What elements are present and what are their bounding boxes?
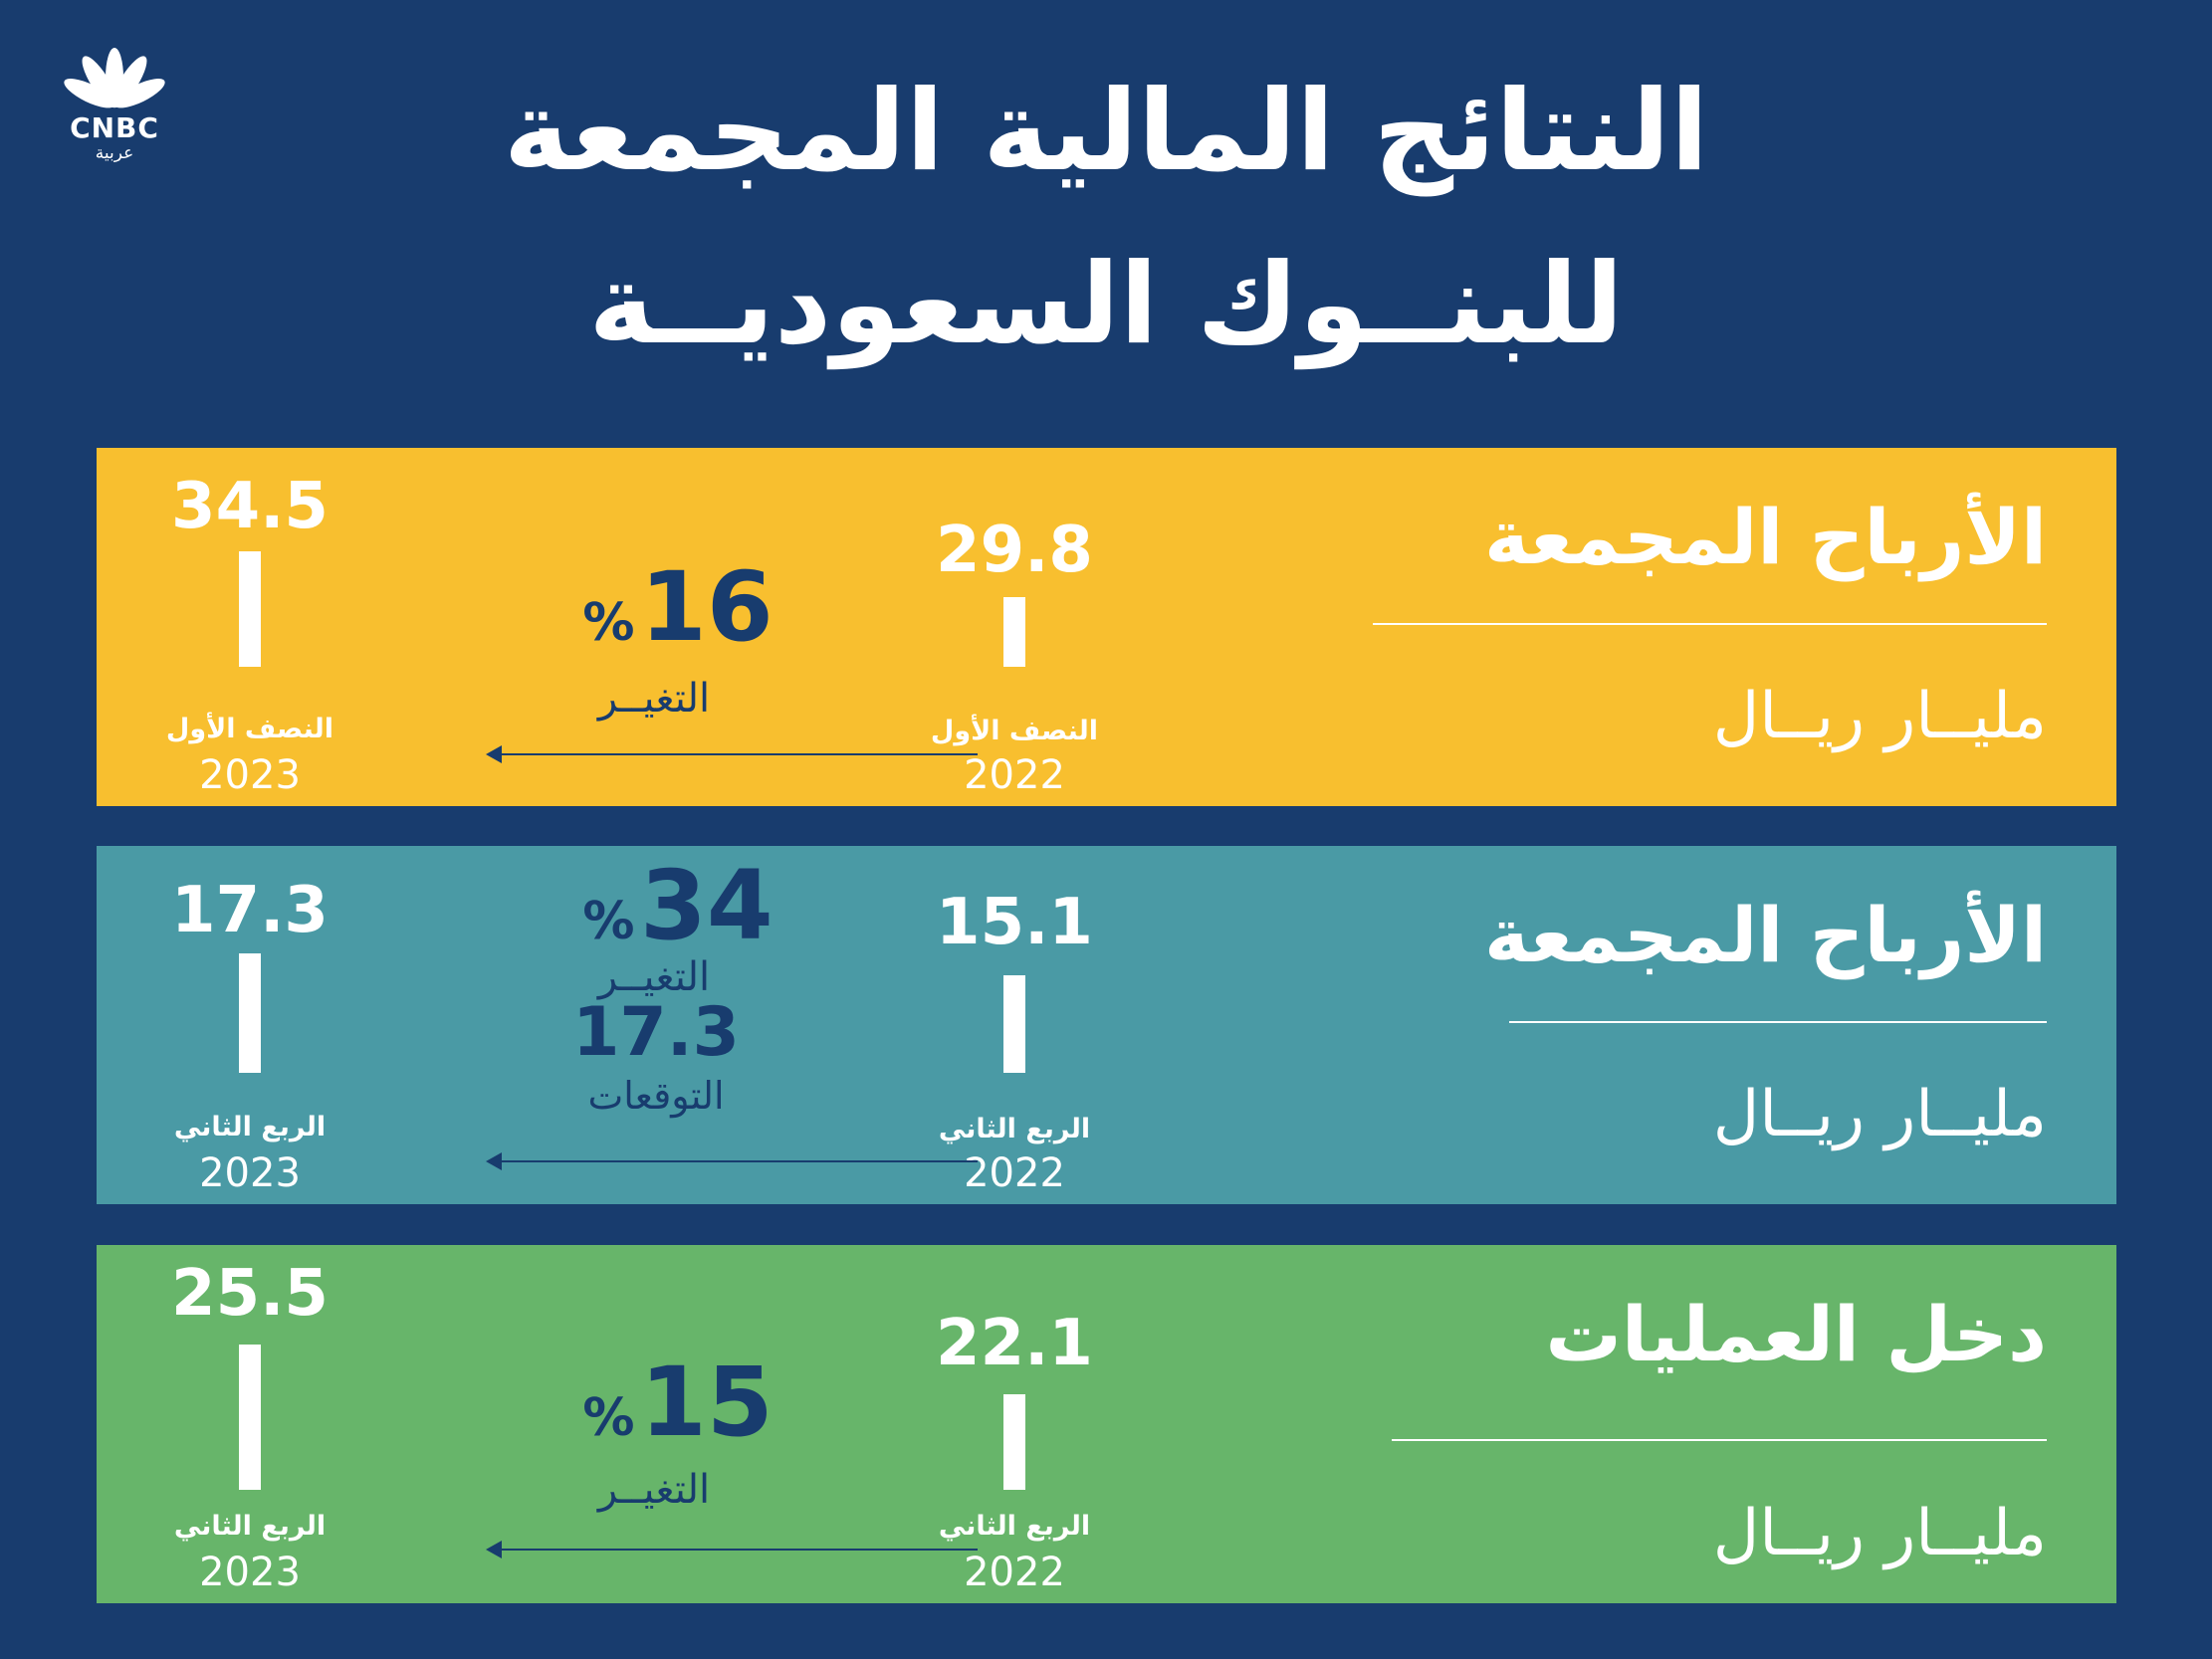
- change-label: التغيــر: [597, 1467, 711, 1513]
- unit-label: مليــار ريــال: [1712, 1497, 2047, 1570]
- panel-aggregate-profits-h1: الأرباح المجمعة مليــار ريــال 29.8 النص…: [97, 448, 2116, 806]
- arrow-left: [486, 1152, 978, 1170]
- prev-value: 29.8: [936, 514, 1093, 587]
- cnbc-logo: CNBC عربية: [50, 44, 179, 163]
- forecast-label: التوقعات: [587, 1074, 725, 1118]
- curr-period: الربع الثاني: [173, 1511, 327, 1542]
- page-title-line-2: للبنــوك السعوديــة: [588, 240, 1624, 369]
- heading-divider: [1392, 1439, 2047, 1441]
- panel-operating-income: دخل العمليات مليــار ريــال 22.1 الربع ا…: [97, 1245, 2116, 1603]
- change-number: 15: [640, 1347, 774, 1458]
- prev-year: 2022: [964, 752, 1065, 798]
- logo-word: CNBC: [70, 111, 159, 144]
- curr-year: 2023: [199, 1150, 301, 1196]
- panel-heading: دخل العمليات: [1545, 1290, 2047, 1378]
- prev-value: 15.1: [936, 886, 1093, 959]
- curr-value: 34.5: [171, 470, 329, 543]
- change-value: % 16: [505, 557, 833, 657]
- panel-heading: الأرباح المجمعة: [1484, 493, 2047, 581]
- prev-bar: [1003, 975, 1025, 1073]
- change-number: 34: [640, 850, 774, 961]
- percent-sign: %: [582, 892, 635, 951]
- curr-year: 2023: [199, 1550, 301, 1595]
- prev-year: 2022: [964, 1150, 1065, 1196]
- change-label: التغيــر: [597, 954, 711, 1000]
- page-title-line-1: النتائج المالية المجمعة: [503, 67, 1709, 196]
- prev-year: 2022: [964, 1550, 1065, 1595]
- percent-sign: %: [582, 593, 635, 653]
- unit-label: مليــار ريــال: [1712, 1078, 2047, 1151]
- curr-bar: [239, 551, 261, 667]
- arrow-left: [486, 1541, 978, 1558]
- curr-period: الربع الثاني: [173, 1112, 327, 1142]
- heading-divider: [1509, 1021, 2047, 1023]
- curr-value: 17.3: [171, 874, 329, 947]
- panel-heading: الأرباح المجمعة: [1484, 891, 2047, 979]
- curr-period: النصف الأول: [165, 714, 334, 744]
- panel-aggregate-profits-q2: الأرباح المجمعة مليــار ريــال 15.1 الرب…: [97, 846, 2116, 1204]
- prev-bar: [1003, 1394, 1025, 1490]
- forecast-value: 17.3: [572, 993, 740, 1072]
- curr-value: 25.5: [171, 1257, 329, 1331]
- prev-period: الربع الثاني: [938, 1114, 1091, 1144]
- heading-divider: [1373, 623, 2047, 625]
- curr-bar: [239, 1345, 261, 1490]
- change-number: 16: [640, 551, 774, 663]
- unit-label: مليــار ريــال: [1712, 680, 2047, 753]
- prev-value: 22.1: [936, 1307, 1093, 1380]
- arrow-left: [486, 745, 978, 763]
- percent-sign: %: [582, 1388, 635, 1448]
- prev-period: النصف الأول: [930, 716, 1099, 746]
- change-label: التغيــر: [597, 676, 711, 722]
- change-value: % 34: [505, 856, 833, 955]
- logo-subtitle: عربية: [95, 143, 134, 163]
- prev-period: الربع الثاني: [938, 1511, 1091, 1542]
- prev-bar: [1003, 597, 1025, 667]
- curr-bar: [239, 953, 261, 1073]
- curr-year: 2023: [199, 752, 301, 798]
- peacock-icon: [64, 48, 165, 108]
- change-value: % 15: [505, 1352, 833, 1452]
